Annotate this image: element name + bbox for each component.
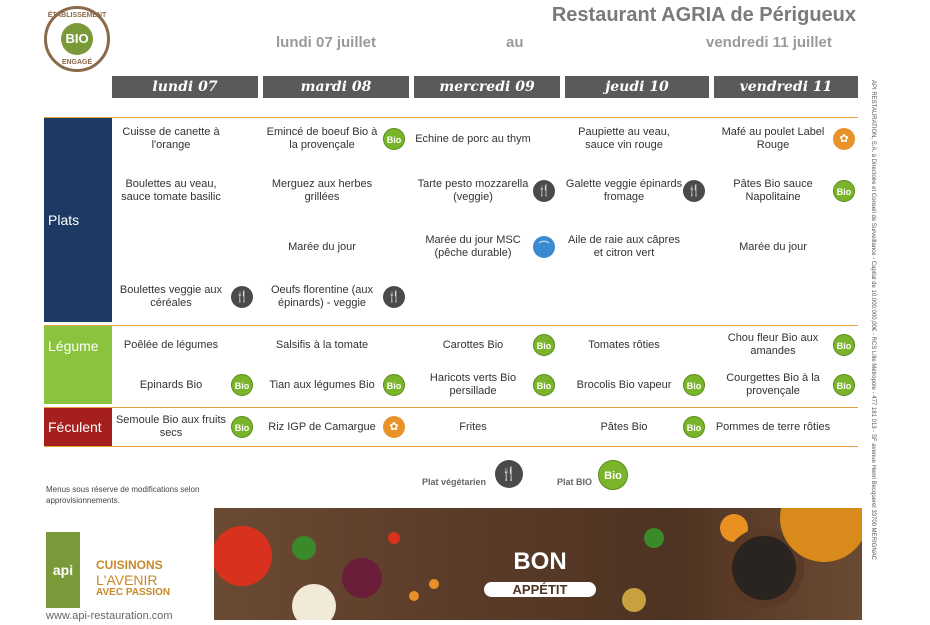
menu-item: Emincé de boeuf Bio à la provençale [266, 126, 378, 151]
divider [44, 407, 858, 408]
menu-item: Pâtes Bio sauce Napolitaine [733, 178, 813, 203]
bio-badge-icon: Bio [533, 374, 555, 396]
category-feculent-label: Féculent [48, 419, 102, 435]
igp-label-icon: ✿ [383, 416, 405, 438]
menu-item: Mafé au poulet Label Rouge [721, 126, 825, 151]
msc-icon: ⌒ [533, 236, 555, 258]
legal-text: API RESTAURATION, S.A. à Directoire et C… [870, 80, 876, 561]
divider [44, 446, 858, 447]
slogan-line-3: AVEC PASSION [96, 587, 171, 598]
category-legume: Légume [44, 326, 112, 404]
menu-item: Tian aux légumes Bio [269, 378, 375, 391]
menu-item: Courgettes Bio à la provençale [726, 372, 820, 397]
slogan-line-1: CUISINONS [96, 558, 163, 572]
menu-item: Riz IGP de Camargue [268, 420, 376, 433]
bio-badge-icon: Bio [683, 374, 705, 396]
bio-badge-icon: Bio [383, 128, 405, 150]
menu-item: Echine de porc au thym [415, 132, 531, 145]
day-header-tuesday: mardi 08 [263, 76, 409, 98]
category-plats-label: Plats [48, 211, 80, 228]
menu-item: Boulettes veggie aux céréales [119, 284, 223, 309]
day-header-thursday: jeudi 10 [565, 76, 709, 98]
legend-vegetarian-icon: 🍴 [495, 460, 523, 488]
menu-item: Boulettes au veau, sauce tomate basilic [121, 178, 221, 203]
menu-item: Marée du jour [739, 240, 807, 253]
food-illustration [212, 474, 868, 625]
menu-item: Semoule Bio aux fruits secs [115, 414, 227, 439]
bio-badge-icon: Bio [231, 374, 253, 396]
menu-item: Merguez aux herbes grillées [271, 178, 373, 203]
menu-item: Aile de raie aux câpres et citron vert [568, 234, 680, 259]
menu-item: Epinards Bio [139, 378, 203, 391]
menu-item: Salsifis à la tomate [275, 338, 369, 351]
day-header-friday: vendredi 11 [714, 76, 858, 98]
menu-item: Tarte pesto mozzarella (veggie) [417, 178, 529, 203]
bio-badge-icon: Bio [383, 374, 405, 396]
menu-item: Paupiette au veau, sauce vin rouge [578, 126, 670, 151]
category-legume-label: Légume [48, 338, 99, 354]
menu-item: Pâtes Bio [600, 420, 648, 433]
bio-seal-logo: ÉTABLISSEMENT BIO ENGAGÉ [44, 6, 110, 72]
menu-item: Haricots verts Bio persillade [429, 372, 517, 397]
menu-item: Galette veggie épinards fromage [565, 178, 683, 203]
legend-bio-icon: Bio [598, 460, 628, 490]
vegetarian-icon: 🍴 [383, 286, 405, 308]
seal-center-text: BIO [61, 23, 93, 55]
seal-bottom-text: ENGAGÉ [61, 59, 93, 66]
vegetarian-icon: 🍴 [231, 286, 253, 308]
food-photo-banner: BON APPÉTIT [212, 474, 868, 625]
menu-item: Chou fleur Bio aux amandes [727, 332, 819, 357]
menu-item: Pommes de terre rôties [715, 420, 831, 433]
category-plats: Plats [44, 117, 112, 322]
bio-badge-icon: Bio [833, 374, 855, 396]
bio-badge-icon: Bio [833, 180, 855, 202]
divider [44, 325, 858, 326]
bio-badge-icon: Bio [683, 416, 705, 438]
menu-item: Marée du jour [288, 240, 356, 253]
day-header-wednesday: mercredi 09 [414, 76, 560, 98]
menu-item: Carottes Bio [442, 338, 504, 351]
vegetarian-icon: 🍴 [683, 180, 705, 202]
seal-top-text: ÉTABLISSEMENT [47, 12, 107, 19]
disclaimer-note: Menus sous réserve de modifications selo… [46, 485, 200, 505]
slogan-line-2: L'AVENIR [96, 572, 158, 588]
menu-item: Oeufs florentine (aux épinards) - veggie [270, 284, 374, 309]
bio-badge-icon: Bio [533, 334, 555, 356]
category-feculent: Féculent [44, 408, 112, 446]
menu-item: Frites [459, 420, 487, 433]
date-to: vendredi 11 juillet [706, 34, 832, 51]
page-title: Restaurant AGRIA de Périgueux [551, 4, 856, 26]
bon-appetit-title: BON [513, 548, 567, 575]
divider [44, 117, 858, 118]
menu-item: Poêlée de légumes [123, 338, 219, 351]
menu-item: Brocolis Bio vapeur [576, 378, 672, 391]
bon-appetit-subtitle: APPÉTIT [484, 582, 596, 597]
bio-badge-icon: Bio [833, 334, 855, 356]
menu-item: Marée du jour MSC (pêche durable) [425, 234, 521, 259]
bio-badge-icon: Bio [231, 416, 253, 438]
day-header-monday: lundi 07 [112, 76, 258, 98]
label-rouge-icon: ✿ [833, 128, 855, 150]
menu-item: Tomates rôties [588, 338, 660, 351]
date-separator: au [506, 34, 524, 51]
vegetarian-icon: 🍴 [533, 180, 555, 202]
date-from: lundi 07 juillet [276, 34, 377, 51]
legend-bio-label: Plat BIO [557, 477, 593, 487]
menu-item: Cuisse de canette à l'orange [122, 126, 220, 151]
api-logo: api [46, 532, 80, 608]
website-link[interactable]: www.api-restauration.com [46, 610, 173, 622]
legend-vegetarian-label: Plat végétarien [422, 477, 487, 487]
